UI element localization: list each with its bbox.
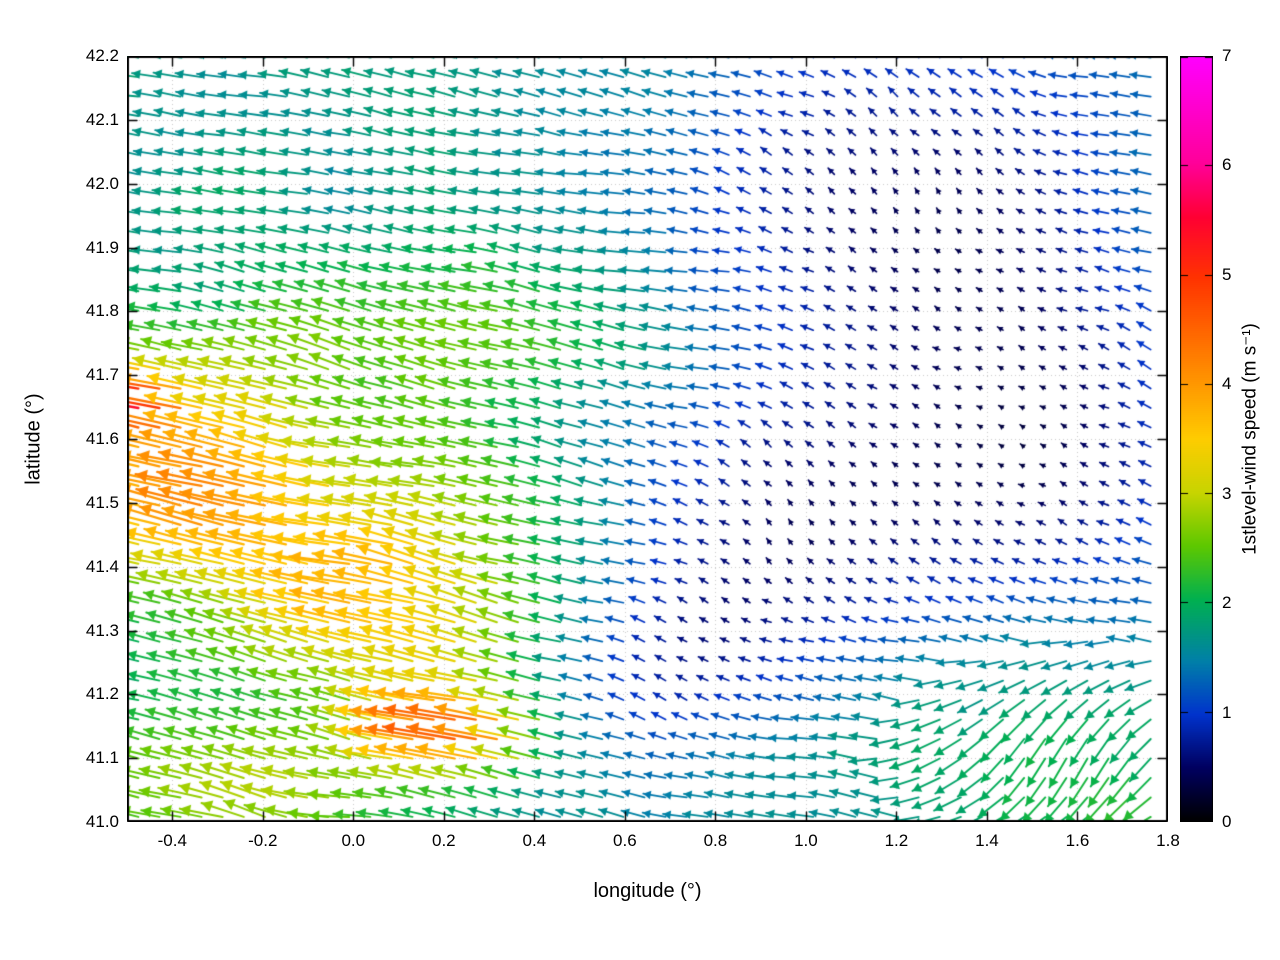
- x-tick-label: 0.0: [341, 831, 366, 850]
- x-tick-label: 1.2: [884, 831, 909, 850]
- colorbar-tick-label: 5: [1222, 264, 1232, 284]
- x-tick-label: 1.6: [1065, 831, 1090, 850]
- y-tick-label: 41.3: [85, 620, 119, 640]
- colorbar-tick-label: 4: [1222, 374, 1232, 394]
- x-tick-label: 0.4: [522, 831, 547, 850]
- y-tick-label: 41.1: [85, 748, 119, 768]
- y-tick-label: 41.8: [85, 301, 119, 321]
- y-tick-label: 41.0: [85, 812, 119, 831]
- x-tick-label: 0.8: [703, 831, 728, 850]
- y-tick-label: 41.9: [85, 237, 119, 257]
- x-tick-label: 1.4: [975, 831, 999, 850]
- colorbar-tick-label: 2: [1222, 593, 1232, 613]
- y-tick-label: 41.2: [85, 684, 119, 704]
- vector-field-canvas: [127, 56, 1168, 822]
- x-tick-label: 1.0: [794, 831, 818, 850]
- y-tick-label: 41.7: [85, 365, 119, 385]
- y-tick-label: 42.1: [85, 109, 119, 129]
- x-tick-label: -0.2: [248, 831, 278, 850]
- colorbar-tick-label: 3: [1222, 483, 1232, 503]
- colorbar-tick-label: 1: [1222, 702, 1232, 722]
- y-tick-label: 41.4: [85, 556, 119, 576]
- y-tick-label: 42.0: [85, 173, 119, 193]
- x-tick-label: 0.6: [613, 831, 637, 850]
- x-tick-label: -0.4: [157, 831, 187, 850]
- y-tick-label: 41.6: [85, 429, 119, 448]
- colorbar-label: 1stlevel-wind speed (m s⁻¹): [1239, 323, 1261, 555]
- y-tick-label: 41.5: [85, 492, 119, 512]
- colorbar-tick-label: 6: [1222, 155, 1232, 175]
- x-tick-label: 0.2: [431, 831, 456, 850]
- colorbar-tick-label: 0: [1222, 812, 1232, 831]
- x-tick-label: 1.8: [1156, 831, 1180, 850]
- y-tick-label: 42.2: [85, 46, 119, 65]
- x-axis-label: longitude (°): [593, 880, 702, 902]
- colorbar-tick-label: 7: [1222, 46, 1232, 65]
- colorbar-canvas: [1180, 56, 1213, 822]
